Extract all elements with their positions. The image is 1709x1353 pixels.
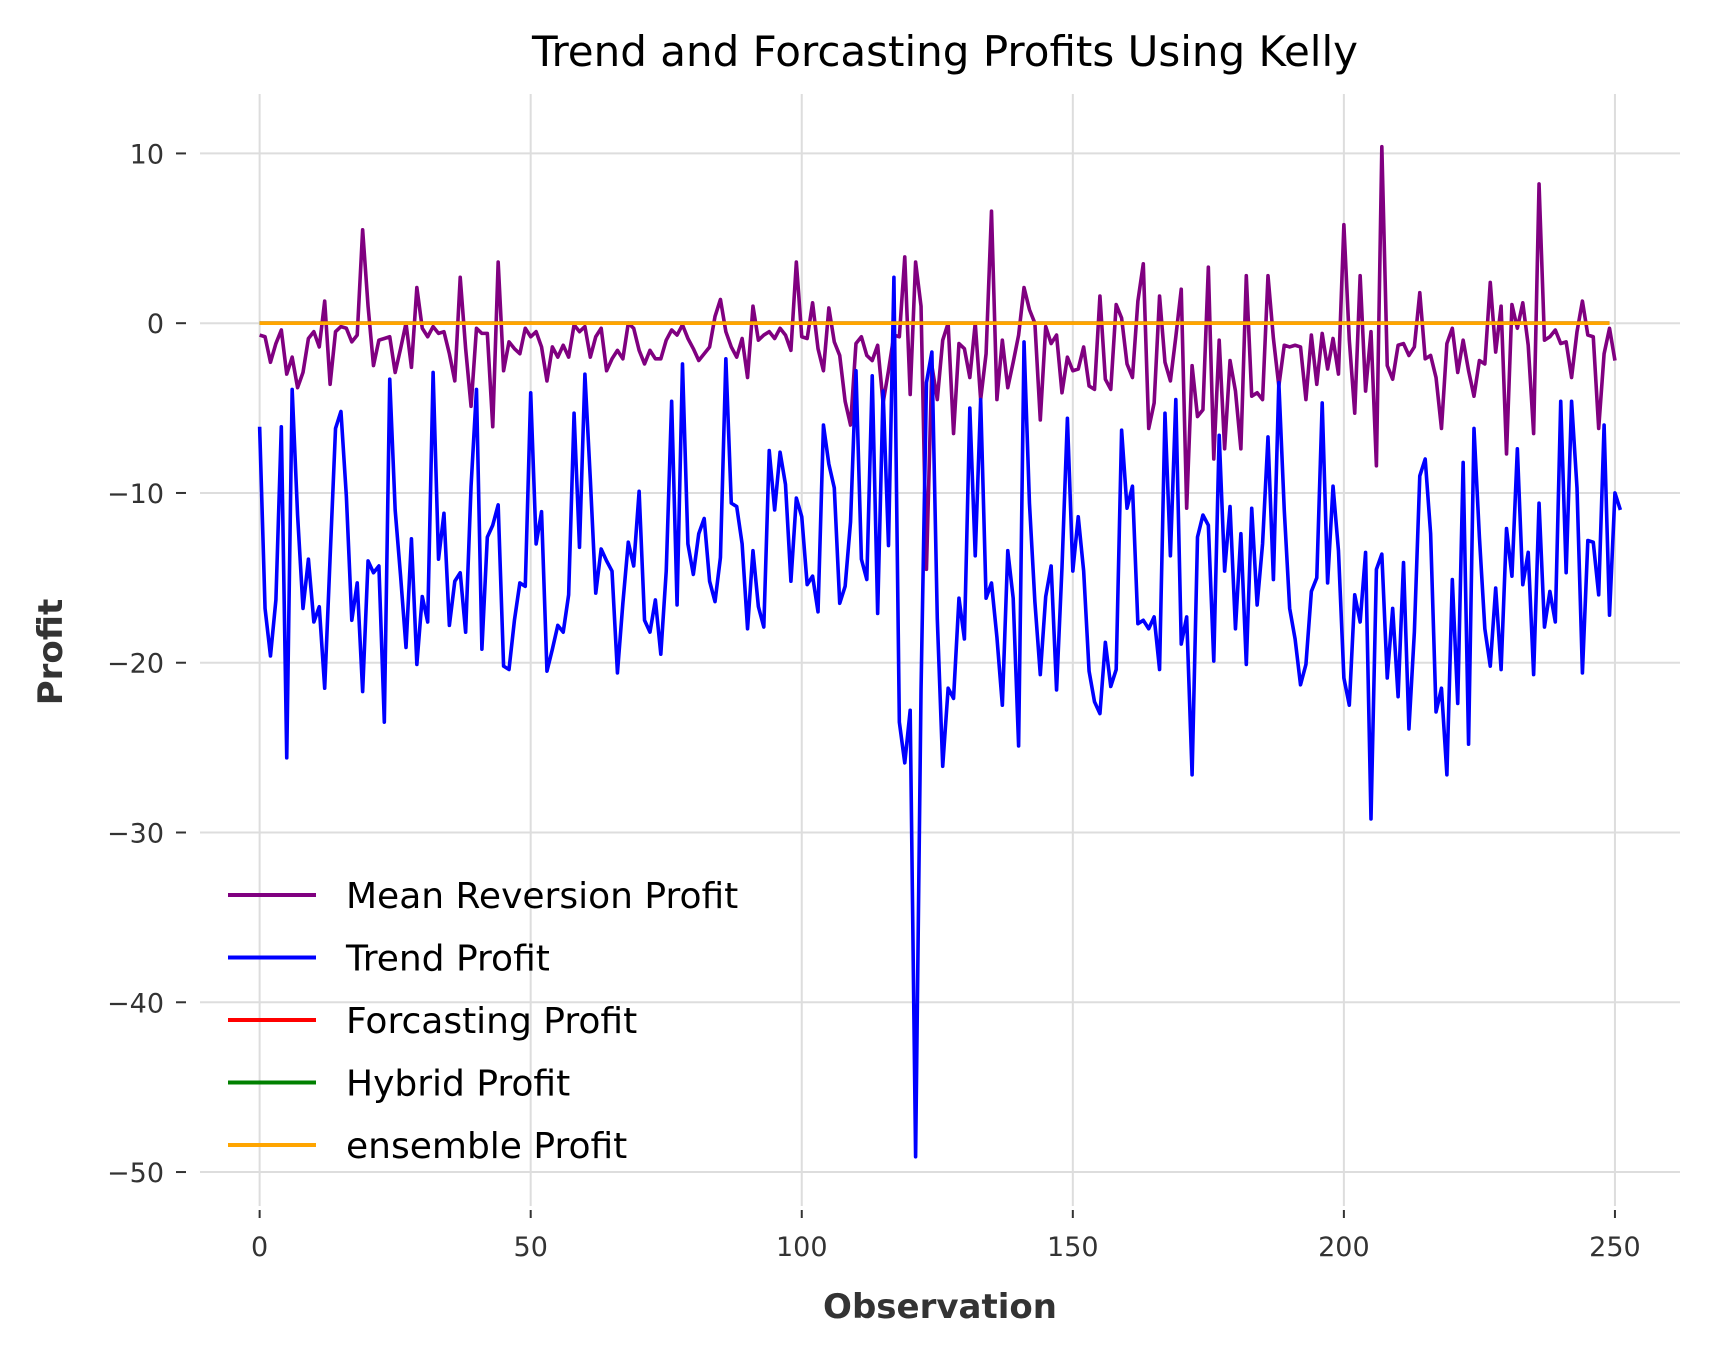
legend-label-hybrid-profit: Hybrid Profit	[346, 1064, 570, 1105]
x-axis-label: Observation	[823, 1287, 1057, 1327]
y-tick-label: −20	[107, 649, 164, 680]
legend-label-mean-reversion-profit: Mean Reversion Profit	[346, 876, 738, 917]
x-tick-label: 200	[1318, 1232, 1370, 1263]
legend-label-ensemble-profit: ensemble Profit	[346, 1126, 627, 1167]
y-tick-label: 0	[147, 309, 164, 340]
legend: Mean Reversion Profit Trend Profit Forcast…	[228, 876, 738, 1167]
series-line-trend-profit	[257, 275, 1623, 1159]
x-tick-label: 0	[251, 1232, 268, 1263]
x-tick-label: 50	[514, 1232, 548, 1263]
series-layer	[257, 144, 1623, 1159]
y-tick-label: −30	[107, 819, 164, 850]
x-tick-label: 250	[1589, 1232, 1641, 1263]
legend-label-trend-profit: Trend Profit	[345, 939, 550, 980]
y-tick-label: −10	[107, 479, 164, 510]
series-line-mean-reversion-profit	[259, 144, 1617, 572]
chart-title: Trend and Forcasting Profits Using Kelly	[531, 27, 1358, 76]
x-tick-label: 100	[776, 1232, 828, 1263]
y-tick-label: −40	[107, 988, 164, 1019]
y-tick-label: 10	[130, 139, 164, 170]
y-tick-label: −50	[107, 1158, 164, 1189]
x-tick-label: 150	[1047, 1232, 1099, 1263]
legend-label-forcasting-profit: Forcasting Profit	[346, 1001, 637, 1042]
y-axis-label: Profit	[31, 599, 71, 706]
